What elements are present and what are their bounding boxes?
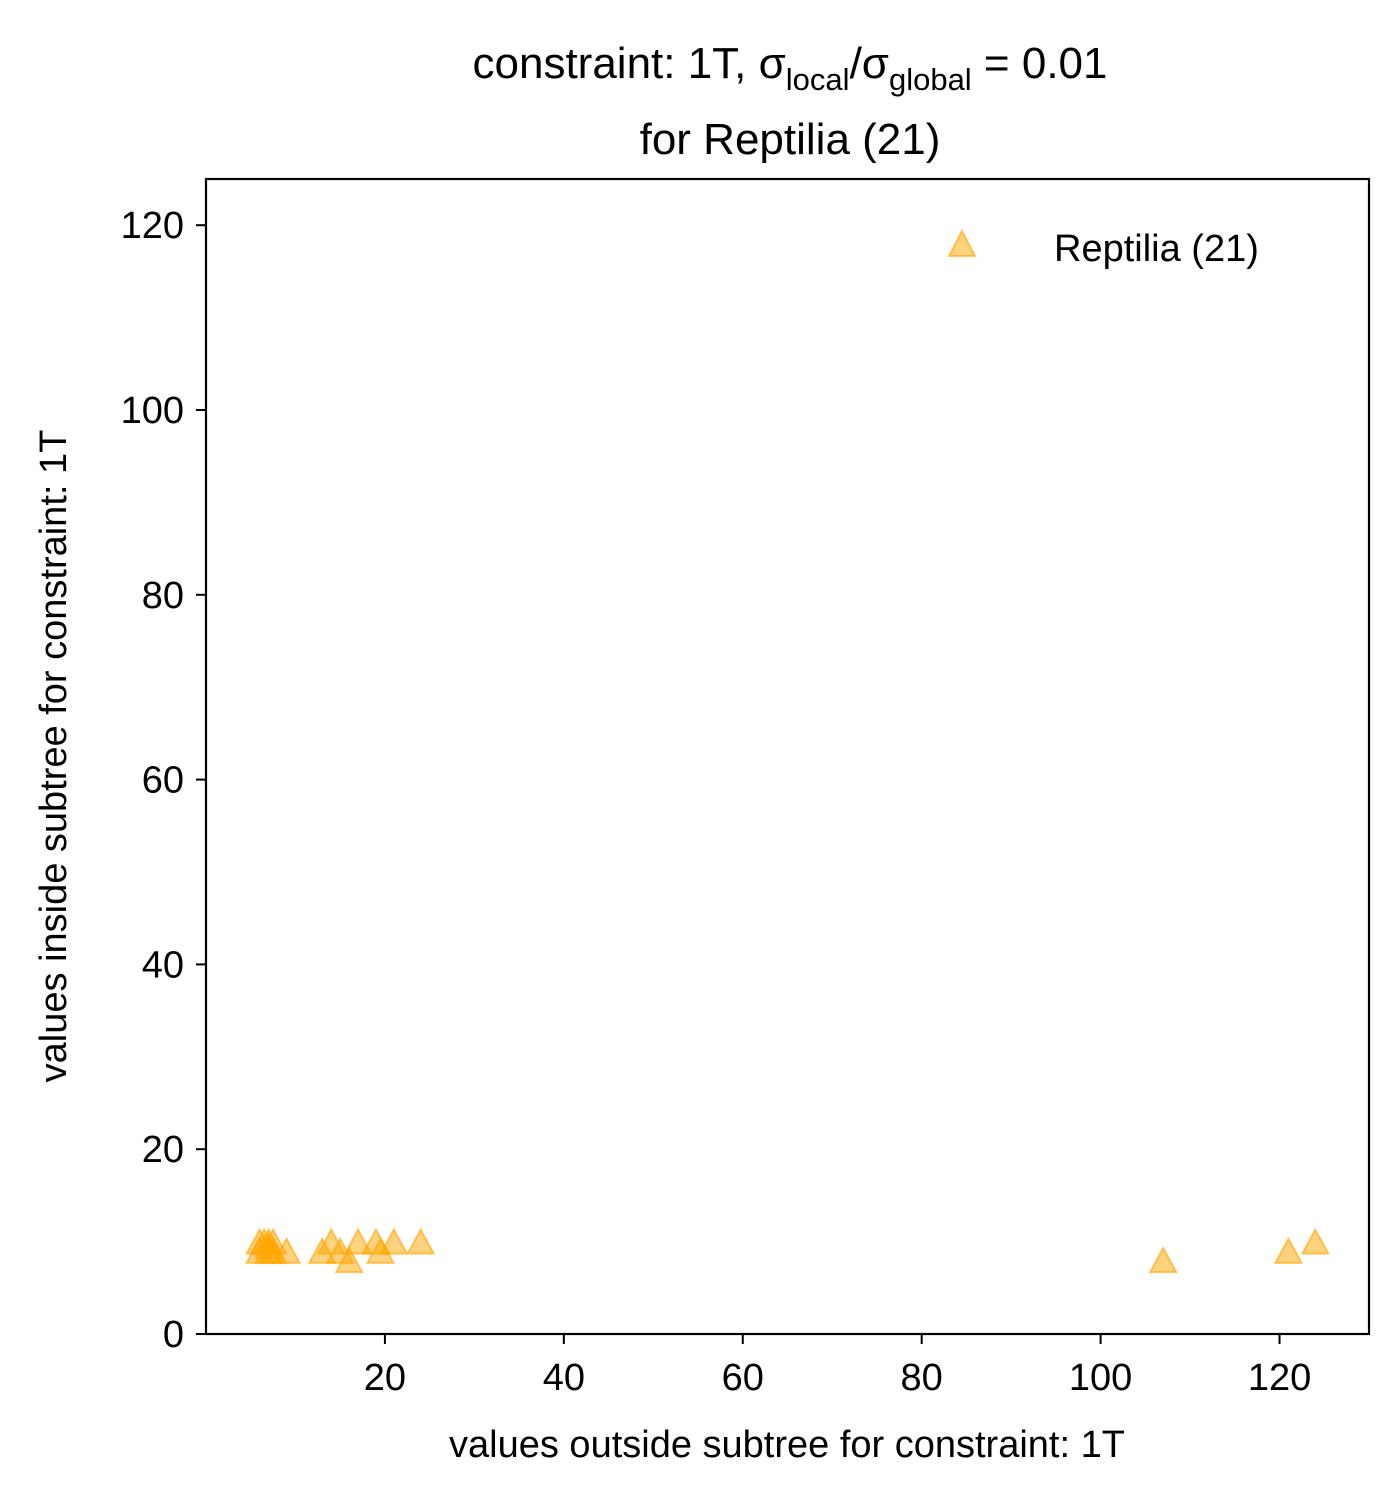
x-axis-label: values outside subtree for constraint: 1… [449,1424,1125,1466]
legend-marker-triangle [947,228,977,257]
data-point-triangle [1273,1236,1304,1264]
y-tick-label: 40 [142,944,184,986]
chart-title-suffix: = 0.01 [972,39,1108,88]
data-point-triangle [1300,1227,1331,1255]
x-tick-label: 120 [1248,1357,1311,1399]
y-tick-label: 60 [142,760,184,802]
y-tick-label: 100 [121,390,184,432]
legend: Reptilia (21) [947,228,1259,270]
legend-label: Reptilia (21) [1054,228,1259,270]
y-axis-ticks: 0 20 40 60 80 100 120 [121,205,206,1356]
data-point-triangle [1148,1245,1178,1274]
x-tick-label: 20 [364,1357,406,1399]
data-points [244,1227,1331,1274]
chart-title-line2: for Reptilia (21) [640,115,941,164]
x-tick-label: 40 [543,1357,585,1399]
x-axis-ticks: 20 40 60 80 100 120 [364,1334,1311,1399]
y-axis-label: values inside subtree for constraint: 1T [33,430,75,1083]
data-point-triangle [406,1227,436,1255]
chart-title-subscript-local: local [786,62,850,97]
chart-title-prefix: constraint: 1T, σ [473,39,786,88]
x-tick-label: 60 [722,1357,764,1399]
y-tick-label: 20 [142,1129,184,1171]
data-point-triangle [343,1227,373,1255]
data-point-triangle [379,1227,409,1255]
chart-title-subscript-global: global [889,62,972,97]
data-point-triangle [334,1245,364,1274]
data-point-triangle [253,1232,284,1260]
y-tick-label: 120 [121,205,184,247]
plot-area-frame [204,177,1371,1336]
chart-title-line1: constraint: 1T, σlocal/σglobal = 0.01 [473,39,1108,97]
x-tick-label: 100 [1069,1357,1132,1399]
chart-title-separator: /σ [850,39,889,88]
y-tick-label: 80 [142,575,184,617]
x-tick-label: 80 [901,1357,943,1399]
y-tick-label: 0 [163,1314,184,1356]
